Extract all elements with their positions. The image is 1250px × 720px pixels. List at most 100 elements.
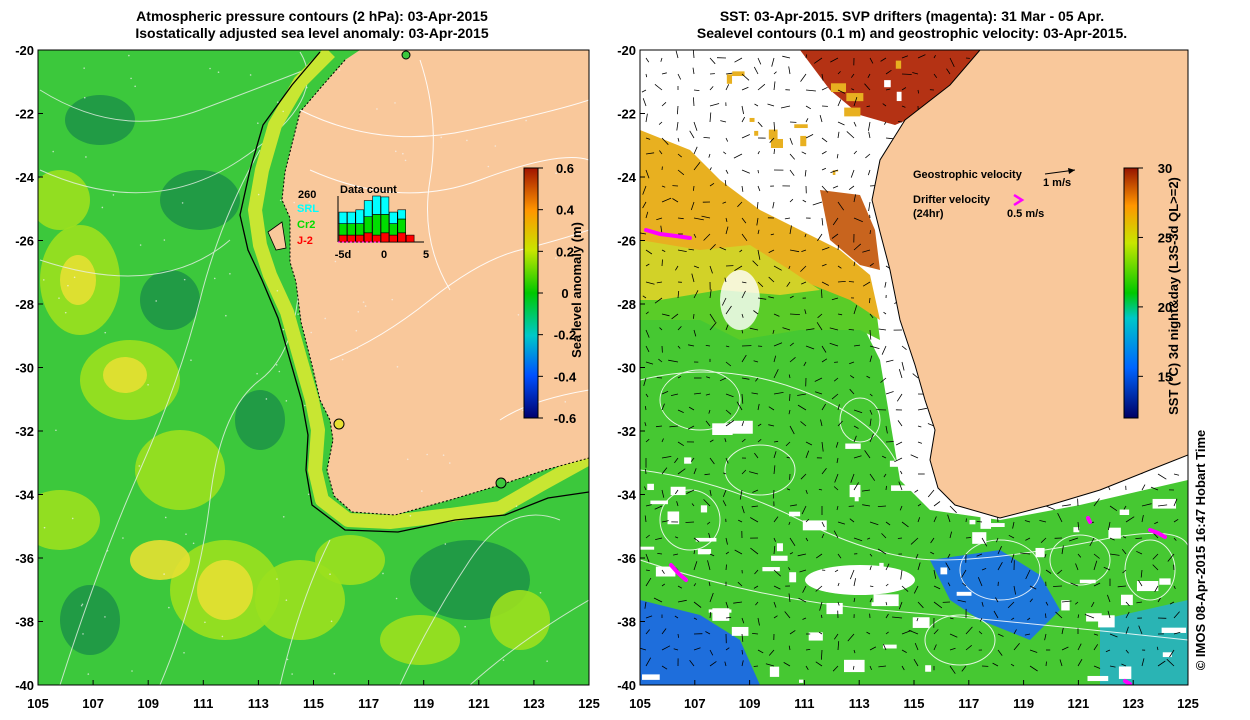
velocity-arrow xyxy=(862,281,871,287)
sla-patch-3 xyxy=(103,357,147,393)
velocity-arrow xyxy=(709,661,717,667)
cloud-patch xyxy=(1162,652,1172,658)
velocity-arrow xyxy=(1053,585,1063,587)
velocity-arrow xyxy=(705,631,711,635)
velocity-arrow xyxy=(751,505,759,508)
velocity-arrow xyxy=(1077,553,1082,558)
velocity-arrow xyxy=(1025,537,1031,541)
velocity-arrow xyxy=(853,435,857,443)
sst-speckle xyxy=(749,117,755,122)
left-xtick-3: 111 xyxy=(193,696,213,711)
velocity-arrow xyxy=(722,201,727,204)
velocity-arrow xyxy=(877,548,887,555)
velocity-arrow xyxy=(1068,537,1079,542)
velocity-arrow xyxy=(901,87,907,91)
velocity-arrow xyxy=(1012,521,1015,529)
velocity-arrow xyxy=(641,89,647,93)
right-xtick-3: 111 xyxy=(794,696,814,711)
left-ytick-4: -28 xyxy=(15,297,34,312)
velocity-arrow xyxy=(757,403,760,411)
altimeter-point xyxy=(122,537,124,539)
velocity-arrow xyxy=(802,199,807,203)
sla-colorbar-tick-1: 0.4 xyxy=(556,203,575,218)
velocity-arrow xyxy=(748,471,759,475)
data-count-bar-cr2-5 xyxy=(380,214,390,234)
velocity-arrow xyxy=(789,313,800,315)
velocity-arrow xyxy=(997,633,1004,637)
velocity-arrow xyxy=(645,629,651,635)
velocity-arrow xyxy=(661,438,664,443)
sla-patch-11 xyxy=(60,585,120,655)
velocity-arrow xyxy=(789,393,791,401)
cloud-patch xyxy=(731,626,749,636)
data-count-legend-srl: SRL xyxy=(297,203,319,215)
data-count-bar-srl-1 xyxy=(347,211,356,224)
altimeter-point xyxy=(285,400,288,402)
velocity-arrow xyxy=(851,88,855,91)
velocity-arrow xyxy=(821,217,824,226)
velocity-arrow xyxy=(833,633,839,640)
velocity-arrow xyxy=(709,182,715,187)
velocity-arrow xyxy=(788,409,791,415)
velocity-arrow xyxy=(821,281,829,286)
altimeter-point xyxy=(282,328,285,331)
velocity-arrow xyxy=(1061,600,1072,603)
velocity-arrow xyxy=(881,345,887,355)
velocity-arrow xyxy=(831,393,839,400)
left-xtick-10: 125 xyxy=(578,696,600,711)
velocity-arrow xyxy=(772,201,775,209)
velocity-arrow xyxy=(645,57,650,63)
velocity-arrow xyxy=(885,441,894,443)
velocity-arrow xyxy=(693,146,698,155)
velocity-arrow xyxy=(801,281,807,285)
velocity-arrow xyxy=(1140,569,1143,578)
sealevel-contour-7 xyxy=(1124,539,1176,601)
velocity-arrow xyxy=(741,505,745,514)
velocity-arrow xyxy=(661,489,665,498)
velocity-arrow xyxy=(656,281,663,284)
velocity-arrow xyxy=(917,441,923,444)
sst-speckle xyxy=(846,93,864,102)
velocity-arrow xyxy=(789,504,797,507)
velocity-arrow xyxy=(725,324,729,331)
altimeter-point xyxy=(134,85,136,88)
velocity-arrow xyxy=(645,534,650,539)
velocity-arrow xyxy=(789,425,795,435)
velocity-arrow xyxy=(645,468,647,475)
velocity-arrow xyxy=(1057,513,1063,523)
velocity-arrow xyxy=(1075,563,1079,571)
velocity-arrow xyxy=(897,537,903,539)
velocity-arrow xyxy=(805,489,808,494)
velocity-arrow xyxy=(644,406,647,411)
velocity-arrow xyxy=(773,81,776,91)
velocity-arrow xyxy=(836,505,839,511)
velocity-arrow xyxy=(933,73,938,79)
velocity-arrow xyxy=(1093,560,1098,571)
velocity-arrow xyxy=(693,185,695,191)
velocity-arrow xyxy=(869,521,879,526)
altimeter-point xyxy=(139,244,142,246)
velocity-arrow xyxy=(725,169,729,174)
velocity-arrow xyxy=(706,521,711,525)
altimeter-point xyxy=(138,465,141,467)
velocity-arrow xyxy=(708,409,711,414)
velocity-arrow xyxy=(834,569,839,573)
velocity-arrow xyxy=(869,313,874,319)
right-xtick-5: 115 xyxy=(904,696,925,711)
velocity-arrow xyxy=(1173,518,1179,523)
sst-speckle xyxy=(729,176,735,187)
velocity-arrow xyxy=(757,297,767,300)
velocity-arrow xyxy=(965,537,972,539)
velocity-arrow xyxy=(693,265,700,269)
sla-patch-6 xyxy=(135,430,225,510)
velocity-arrow xyxy=(640,232,647,235)
velocity-arrow xyxy=(930,537,935,544)
velocity-arrow xyxy=(703,499,711,507)
sst-field-south xyxy=(640,300,1188,685)
velocity-arrow xyxy=(1091,601,1095,608)
altimeter-point xyxy=(81,603,84,606)
velocity-arrow xyxy=(653,597,663,603)
velocity-arrow xyxy=(725,409,732,415)
altimeter-point xyxy=(464,625,466,628)
sst-speckle xyxy=(830,83,847,93)
